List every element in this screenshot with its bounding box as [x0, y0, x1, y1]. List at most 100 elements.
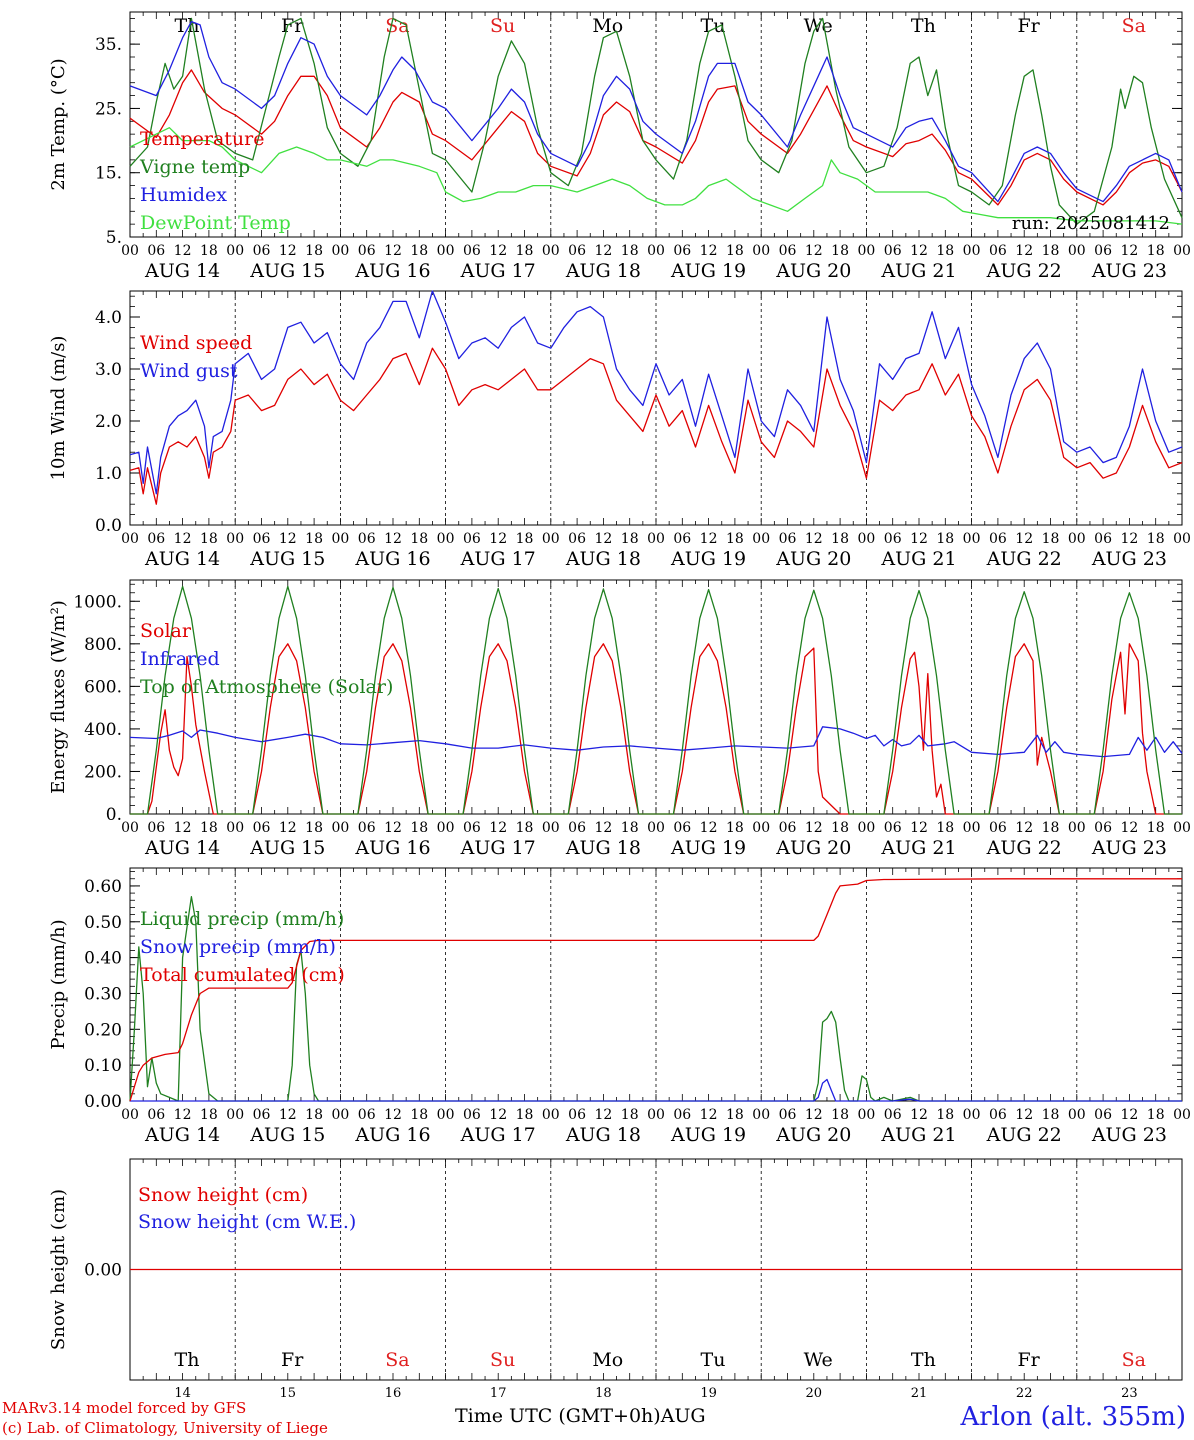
hour-tick-label: 06	[884, 243, 902, 259]
day-number-label: 22	[1016, 1386, 1033, 1401]
hour-tick-label: 00	[1068, 820, 1086, 836]
model-credit: MARv3.14 model forced by GFS	[2, 1399, 247, 1417]
hour-tick-label: 06	[884, 531, 902, 547]
hour-tick-label: 06	[884, 1107, 902, 1123]
hour-tick-label: 00	[1068, 1107, 1086, 1123]
weekday-label: Su	[490, 1349, 515, 1371]
hour-tick-label: 12	[805, 243, 823, 259]
date-label: AUG 21	[880, 260, 956, 282]
hour-tick-label: 18	[516, 1107, 534, 1123]
weekday-label: Mo	[592, 1349, 623, 1371]
date-label: AUG 16	[354, 548, 430, 570]
hour-tick-label: 12	[384, 820, 402, 836]
total-cumulated-cm-line	[129, 878, 1182, 1102]
weekday-label: Sa	[1122, 1349, 1146, 1371]
hour-tick-label: 06	[1094, 531, 1112, 547]
hour-tick-label: 18	[1042, 243, 1060, 259]
snow-panel: 0.00 Snow height (cm) Th Fr Sa Su Mo Tu We Th Fr Sa…	[48, 1158, 1183, 1401]
hour-tick-label: 12	[910, 820, 928, 836]
weekday-label: Th	[911, 1349, 936, 1371]
day-number-label: 15	[280, 1386, 297, 1401]
hour-tick-label: 06	[568, 820, 586, 836]
weekday-label: Fr	[1017, 1349, 1040, 1371]
weekday-label: Sa	[385, 15, 409, 37]
hour-tick-label: 06	[358, 1107, 376, 1123]
date-label: AUG 20	[775, 837, 851, 859]
hour-tick-label: 00	[752, 243, 770, 259]
hour-tick-label: 06	[568, 1107, 586, 1123]
hour-tick-label: 00	[121, 243, 139, 259]
legend-entry: Vigne temp	[139, 156, 250, 178]
hour-tick-label: 18	[621, 1107, 639, 1123]
temp-frame	[129, 11, 1183, 238]
y-tick-label: 0.0	[95, 516, 122, 536]
hour-tick-label: 18	[831, 820, 849, 836]
hour-tick-label: 00	[226, 1107, 244, 1123]
hour-tick-label: 06	[463, 243, 481, 259]
hour-tick-label: 18	[831, 531, 849, 547]
y-tick-label: 0.40	[84, 949, 122, 969]
hour-tick-label: 12	[1120, 531, 1138, 547]
date-label: AUG 14	[144, 260, 220, 282]
hour-tick-label: 18	[1147, 1107, 1165, 1123]
hour-tick-label: 18	[621, 243, 639, 259]
weekday-label: Th	[911, 15, 936, 37]
hour-tick-label: 06	[1094, 1107, 1112, 1123]
y-tick-label: 5.	[106, 228, 122, 248]
y-axis-label: Energy fluxes (W/m²)	[48, 600, 69, 794]
hour-tick-label: 00	[857, 1107, 875, 1123]
date-label: AUG 19	[670, 548, 746, 570]
y-tick-label: 25.	[95, 99, 122, 119]
hour-tick-label: 00	[857, 531, 875, 547]
weekday-label: Tu	[701, 15, 726, 37]
day-number-label: 18	[595, 1386, 612, 1401]
hour-tick-label: 00	[437, 1107, 455, 1123]
hour-tick-label: 00	[331, 243, 349, 259]
date-label: AUG 23	[1091, 1124, 1167, 1146]
date-label: AUG 23	[1091, 837, 1167, 859]
hour-tick-label: 00	[1173, 243, 1191, 259]
date-label: AUG 22	[986, 260, 1062, 282]
wind-speed-line	[129, 347, 1183, 505]
legend-entry: Infrared	[140, 648, 220, 670]
y-axis-label: Precip (mm/h)	[48, 919, 69, 1049]
day-number-label: 17	[490, 1386, 507, 1401]
liquid-precip-mm-h-line	[129, 896, 1182, 1102]
hour-tick-label: 12	[700, 243, 718, 259]
hour-tick-label: 06	[884, 820, 902, 836]
date-label: AUG 18	[565, 837, 641, 859]
hour-tick-label: 18	[1147, 243, 1165, 259]
hour-tick-label: 12	[489, 820, 507, 836]
hour-tick-label: 12	[594, 1107, 612, 1123]
y-tick-label: 0.30	[84, 984, 122, 1004]
hour-tick-label: 00	[647, 531, 665, 547]
temp-panel: 5.15.25.35.2m Temp. (°C)Th Fr Sa Su Mo Tu We Th…	[48, 11, 1191, 282]
y-tick-label: 1000.	[73, 592, 122, 612]
date-label: AUG 21	[880, 1124, 956, 1146]
hour-tick-label: 12	[700, 531, 718, 547]
y-tick-label: 1.0	[95, 464, 122, 484]
hour-tick-label: 06	[989, 1107, 1007, 1123]
hour-tick-label: 00	[647, 820, 665, 836]
y-tick-label: 35.	[95, 35, 122, 55]
date-label: AUG 18	[565, 1124, 641, 1146]
date-label: AUG 15	[249, 837, 325, 859]
date-label: AUG 15	[249, 548, 325, 570]
hour-tick-label: 06	[358, 820, 376, 836]
hour-tick-label: 06	[358, 243, 376, 259]
hour-tick-label: 18	[410, 820, 428, 836]
hour-tick-label: 18	[726, 1107, 744, 1123]
hour-tick-label: 12	[594, 820, 612, 836]
day-number-label: 19	[700, 1386, 717, 1401]
date-label: AUG 19	[670, 260, 746, 282]
legend-entry: Snow precip (mm/h)	[140, 936, 336, 958]
hour-tick-label: 18	[516, 531, 534, 547]
weekday-label: Th	[175, 1349, 200, 1371]
date-label: AUG 21	[880, 548, 956, 570]
wind-gust-line	[129, 290, 1183, 495]
hour-tick-label: 12	[1015, 820, 1033, 836]
weekday-label: Sa	[385, 1349, 409, 1371]
hour-tick-label: 12	[910, 531, 928, 547]
vigne-temp-line	[129, 17, 1183, 225]
hour-tick-label: 06	[463, 1107, 481, 1123]
